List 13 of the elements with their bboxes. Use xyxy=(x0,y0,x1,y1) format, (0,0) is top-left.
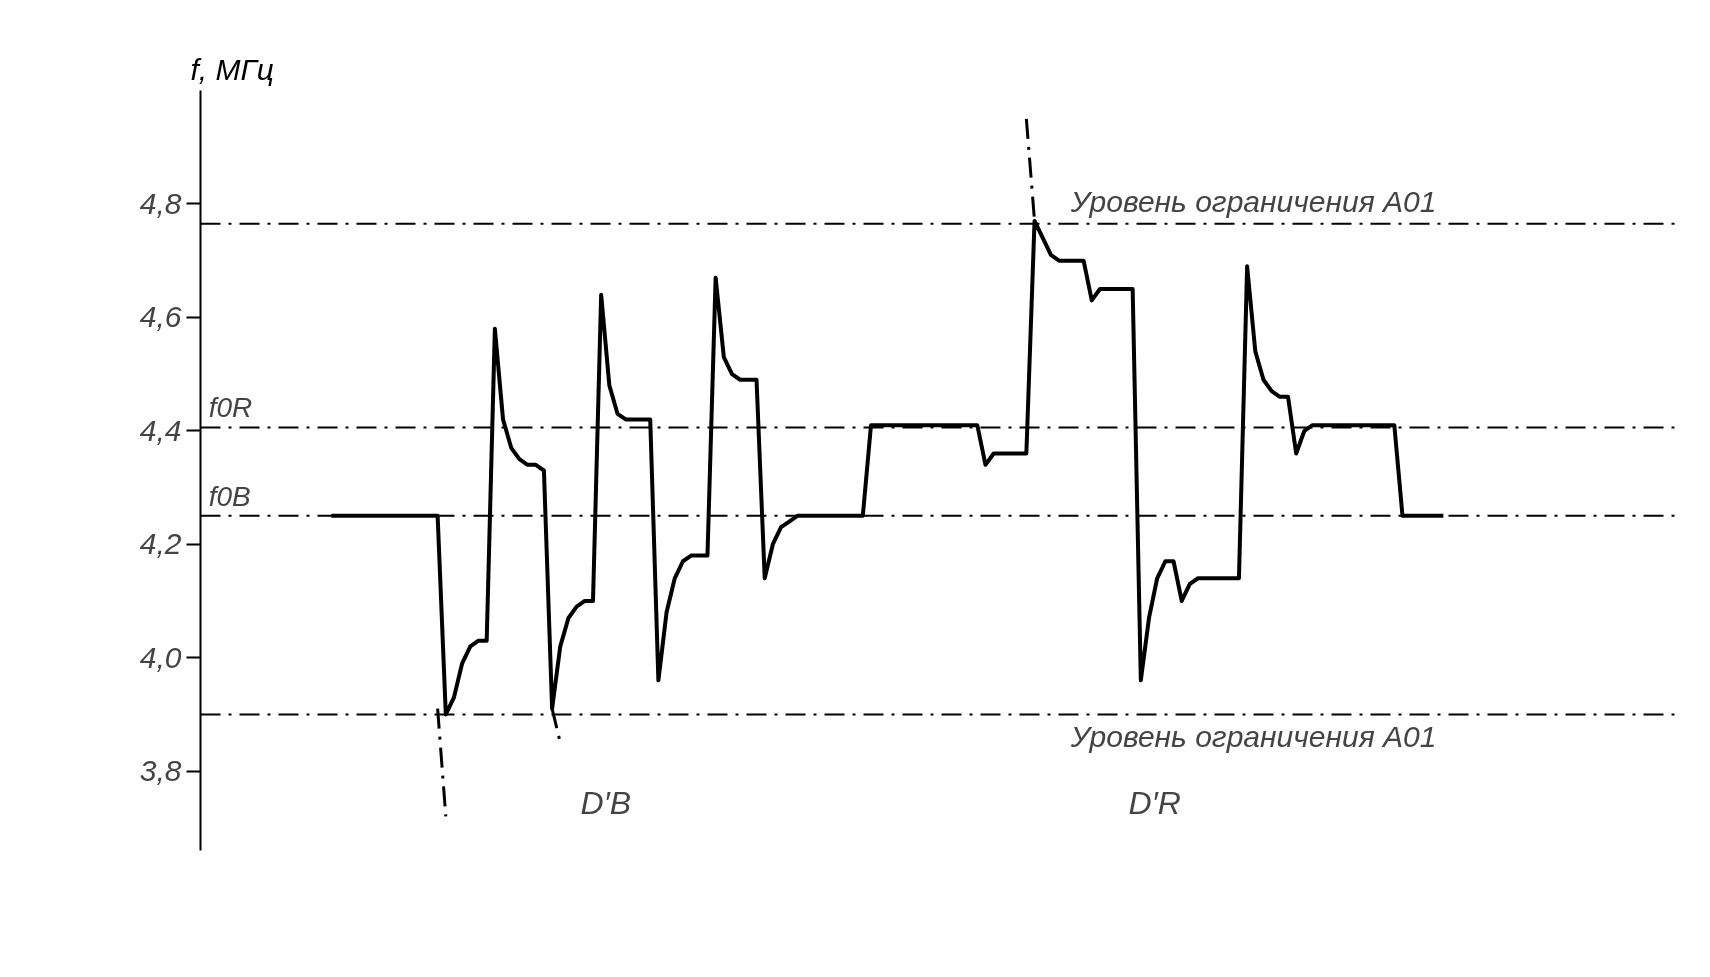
ref-line-label: f0B xyxy=(208,480,251,512)
y-tick-label: 4,0 xyxy=(139,640,182,674)
y-tick-label: 4,6 xyxy=(139,300,182,334)
y-tick-label: 4,8 xyxy=(139,186,182,220)
y-axis-title: f, МГц xyxy=(190,52,274,86)
ref-line-label: f0R xyxy=(208,392,253,424)
annotation: D′B xyxy=(580,784,632,821)
annotation: D′R xyxy=(1128,784,1181,821)
y-tick-label: 4,2 xyxy=(139,527,182,561)
ref-line-label: Уровень ограничения А01 xyxy=(1069,720,1437,754)
ref-line-label: Уровень ограничения А01 xyxy=(1069,184,1437,218)
y-tick-label: 4,4 xyxy=(139,413,182,447)
y-tick-label: 3,8 xyxy=(139,754,182,788)
